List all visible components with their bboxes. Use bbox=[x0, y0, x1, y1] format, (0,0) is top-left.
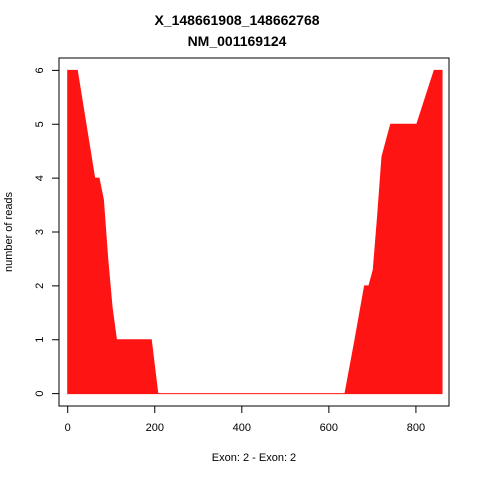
x-tick-label: 400 bbox=[233, 422, 251, 434]
y-tick-label: 0 bbox=[34, 391, 46, 397]
x-tick-label: 0 bbox=[65, 422, 71, 434]
y-tick-label: 6 bbox=[34, 67, 46, 73]
y-tick-label: 3 bbox=[34, 229, 46, 235]
y-tick-label: 5 bbox=[34, 121, 46, 127]
x-tick-label: 800 bbox=[407, 422, 425, 434]
y-axis: 0 1 2 3 4 5 6 bbox=[34, 67, 60, 397]
coverage-area-0 bbox=[67, 69, 443, 395]
y-tick-label: 2 bbox=[34, 283, 46, 289]
area-layer bbox=[67, 69, 443, 395]
x-axis: 0 200 400 600 800 bbox=[65, 405, 425, 434]
x-tick-label: 600 bbox=[320, 422, 338, 434]
y-tick-label: 4 bbox=[34, 175, 46, 181]
y-tick-label: 1 bbox=[34, 337, 46, 343]
chart-title: X_148661908_148662768 bbox=[154, 12, 319, 28]
y-axis-label: number of reads bbox=[3, 191, 15, 272]
x-tick-label: 200 bbox=[146, 422, 164, 434]
chart-subtitle: NM_001169124 bbox=[188, 33, 287, 49]
x-axis-label: Exon: 2 - Exon: 2 bbox=[212, 452, 296, 464]
